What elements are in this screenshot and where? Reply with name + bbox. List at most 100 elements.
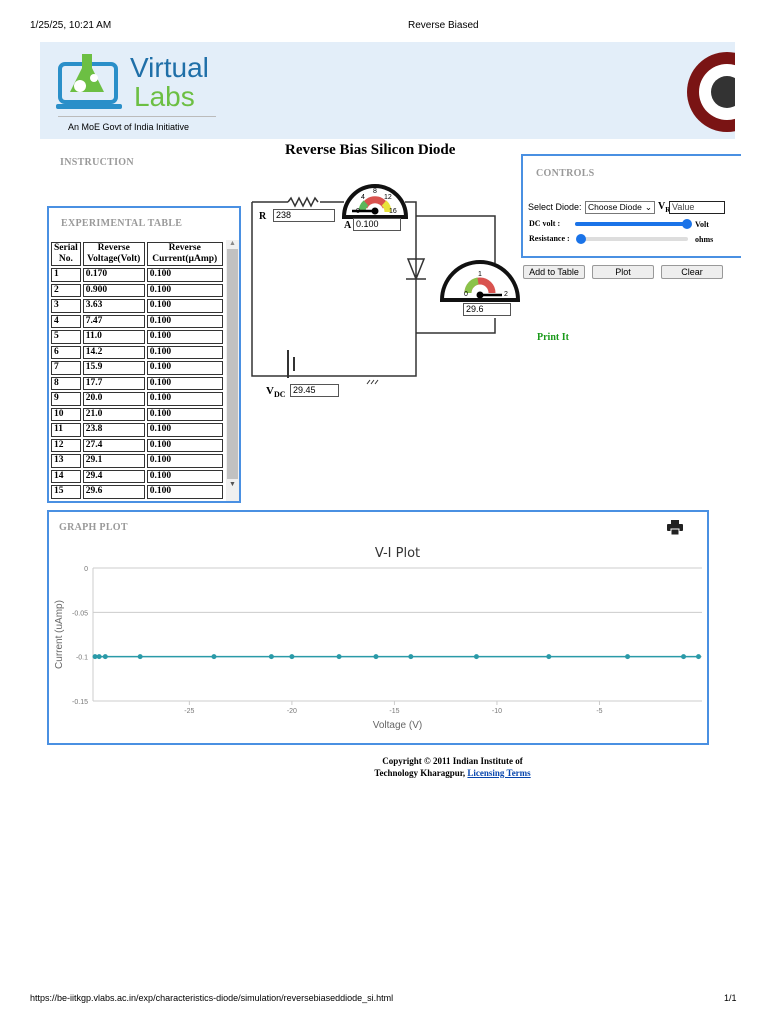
plot-button[interactable]: Plot bbox=[592, 265, 654, 279]
print-it-link[interactable]: Print It bbox=[537, 332, 569, 343]
graph-heading: GRAPH PLOT bbox=[59, 522, 128, 533]
cell-serial: 8 bbox=[51, 376, 81, 390]
cell-serial: 1 bbox=[51, 268, 81, 282]
data-point bbox=[681, 654, 687, 660]
data-point bbox=[696, 654, 702, 660]
ground-icon bbox=[366, 375, 382, 385]
cell-serial: 11 bbox=[51, 423, 81, 437]
battery-icon bbox=[287, 350, 295, 378]
table-header-row: Serial No. Reverse Voltage(Volt) Reverse… bbox=[51, 242, 223, 266]
resistor-icon bbox=[287, 196, 319, 208]
data-point bbox=[546, 654, 552, 660]
cell-current: 0.100 bbox=[146, 469, 223, 483]
data-point bbox=[625, 654, 631, 660]
table-row: 8 17.7 0.100 bbox=[51, 376, 223, 390]
cell-serial: 5 bbox=[51, 330, 81, 344]
data-point bbox=[336, 654, 342, 660]
vr-label: VR bbox=[658, 201, 671, 214]
cell-voltage: 7.47 bbox=[82, 314, 145, 328]
clear-button[interactable]: Clear bbox=[661, 265, 723, 279]
table-row: 7 15.9 0.100 bbox=[51, 361, 223, 375]
table-row: 15 29.6 0.100 bbox=[51, 485, 223, 499]
cell-serial: 15 bbox=[51, 485, 81, 499]
voltage-input[interactable]: 29.6 bbox=[463, 303, 511, 316]
table-row: 13 29.1 0.100 bbox=[51, 454, 223, 468]
x-tick-label: -20 bbox=[287, 708, 297, 715]
cell-serial: 4 bbox=[51, 314, 81, 328]
cell-voltage: 29.4 bbox=[82, 469, 145, 483]
cell-serial: 6 bbox=[51, 345, 81, 359]
cell-serial: 9 bbox=[51, 392, 81, 406]
vr-input[interactable]: Value bbox=[669, 201, 725, 214]
resistance-label: Resistance : bbox=[529, 234, 570, 243]
cell-voltage: 0.170 bbox=[82, 268, 145, 282]
add-to-table-button[interactable]: Add to Table bbox=[523, 265, 585, 279]
virtual-labs-logo-icon bbox=[56, 54, 122, 109]
cell-current: 0.100 bbox=[146, 345, 223, 359]
cell-current: 0.100 bbox=[146, 454, 223, 468]
logo-word-labs: Labs bbox=[134, 81, 195, 112]
resistance-slider-thumb[interactable] bbox=[576, 234, 587, 244]
table-row: 1 0.170 0.100 bbox=[51, 268, 223, 282]
vdc-input[interactable]: 29.45 bbox=[290, 384, 339, 397]
chart-title: V-I Plot bbox=[375, 546, 420, 561]
table-scrollbar[interactable]: ▲ ▼ bbox=[226, 240, 239, 501]
table-heading: EXPERIMENTAL TABLE bbox=[61, 218, 183, 229]
table-row: 6 14.2 0.100 bbox=[51, 345, 223, 359]
data-point bbox=[96, 654, 102, 660]
scroll-down-arrow-icon[interactable]: ▼ bbox=[229, 481, 236, 488]
x-tick-label: -15 bbox=[389, 708, 399, 715]
controls-panel: CONTROLS Select Diode: Choose Diode ⌄ VR … bbox=[521, 154, 741, 258]
scroll-thumb[interactable] bbox=[227, 249, 238, 479]
experimental-table: Serial No. Reverse Voltage(Volt) Reverse… bbox=[49, 240, 225, 501]
cell-current: 0.100 bbox=[146, 361, 223, 375]
table-row: 2 0.900 0.100 bbox=[51, 283, 223, 297]
cell-serial: 7 bbox=[51, 361, 81, 375]
dc-volt-slider-thumb[interactable] bbox=[682, 219, 692, 229]
cell-voltage: 14.2 bbox=[82, 345, 145, 359]
cell-current: 0.100 bbox=[146, 330, 223, 344]
print-url: https://be-iitkgp.vlabs.ac.in/exp/charac… bbox=[30, 993, 394, 1003]
data-point bbox=[268, 654, 274, 660]
cell-current: 0.100 bbox=[146, 485, 223, 499]
x-tick-label: -25 bbox=[184, 708, 194, 715]
instruction-heading[interactable]: INSTRUCTION bbox=[60, 157, 134, 168]
table-row: 5 11.0 0.100 bbox=[51, 330, 223, 344]
dc-volt-slider[interactable] bbox=[575, 219, 692, 229]
cell-voltage: 21.0 bbox=[82, 407, 145, 421]
vi-plot-chart: V-I Plot 0 -0.05 -0.1 -0.15 -25 -20 -15 -10 -5 Vol… bbox=[54, 546, 702, 731]
main-loop-wire bbox=[251, 201, 417, 377]
ammeter-tick: 16 bbox=[389, 208, 397, 215]
cell-current: 0.100 bbox=[146, 299, 223, 313]
cell-current: 0.100 bbox=[146, 392, 223, 406]
col-serial: Serial No. bbox=[51, 242, 81, 266]
resistance-input[interactable]: 238 bbox=[273, 209, 335, 222]
cell-current: 0.100 bbox=[146, 423, 223, 437]
resistance-slider[interactable] bbox=[576, 234, 688, 244]
a-label: A bbox=[344, 220, 352, 231]
voltmeter-tick: 0 bbox=[464, 291, 468, 298]
select-diode-label: Select Diode: bbox=[528, 202, 582, 212]
ammeter-tick: 8 bbox=[373, 188, 377, 195]
diode-select[interactable]: Choose Diode ⌄ bbox=[585, 201, 655, 214]
cell-current: 0.100 bbox=[146, 407, 223, 421]
cell-current: 0.100 bbox=[146, 376, 223, 390]
cell-voltage: 20.0 bbox=[82, 392, 145, 406]
print-title: Reverse Biased bbox=[408, 20, 479, 31]
voltmeter-tick: 1 bbox=[478, 271, 482, 278]
licensing-terms-link[interactable]: Licensing Terms bbox=[467, 767, 531, 778]
print-datetime: 1/25/25, 10:21 AM bbox=[30, 20, 112, 31]
controls-heading: CONTROLS bbox=[536, 168, 595, 179]
scroll-up-arrow-icon[interactable]: ▲ bbox=[229, 240, 236, 247]
cell-current: 0.100 bbox=[146, 268, 223, 282]
graph-plot-panel: GRAPH PLOT bbox=[47, 510, 709, 745]
cell-current: 0.100 bbox=[146, 314, 223, 328]
cell-serial: 3 bbox=[51, 299, 81, 313]
cell-voltage: 0.900 bbox=[82, 283, 145, 297]
current-input[interactable]: 0.100 bbox=[353, 218, 401, 231]
print-icon[interactable] bbox=[667, 520, 683, 535]
y-tick-label: 0 bbox=[84, 566, 88, 573]
dc-volt-label: DC volt : bbox=[529, 219, 561, 228]
x-tick-label: -10 bbox=[492, 708, 502, 715]
cell-voltage: 11.0 bbox=[82, 330, 145, 344]
